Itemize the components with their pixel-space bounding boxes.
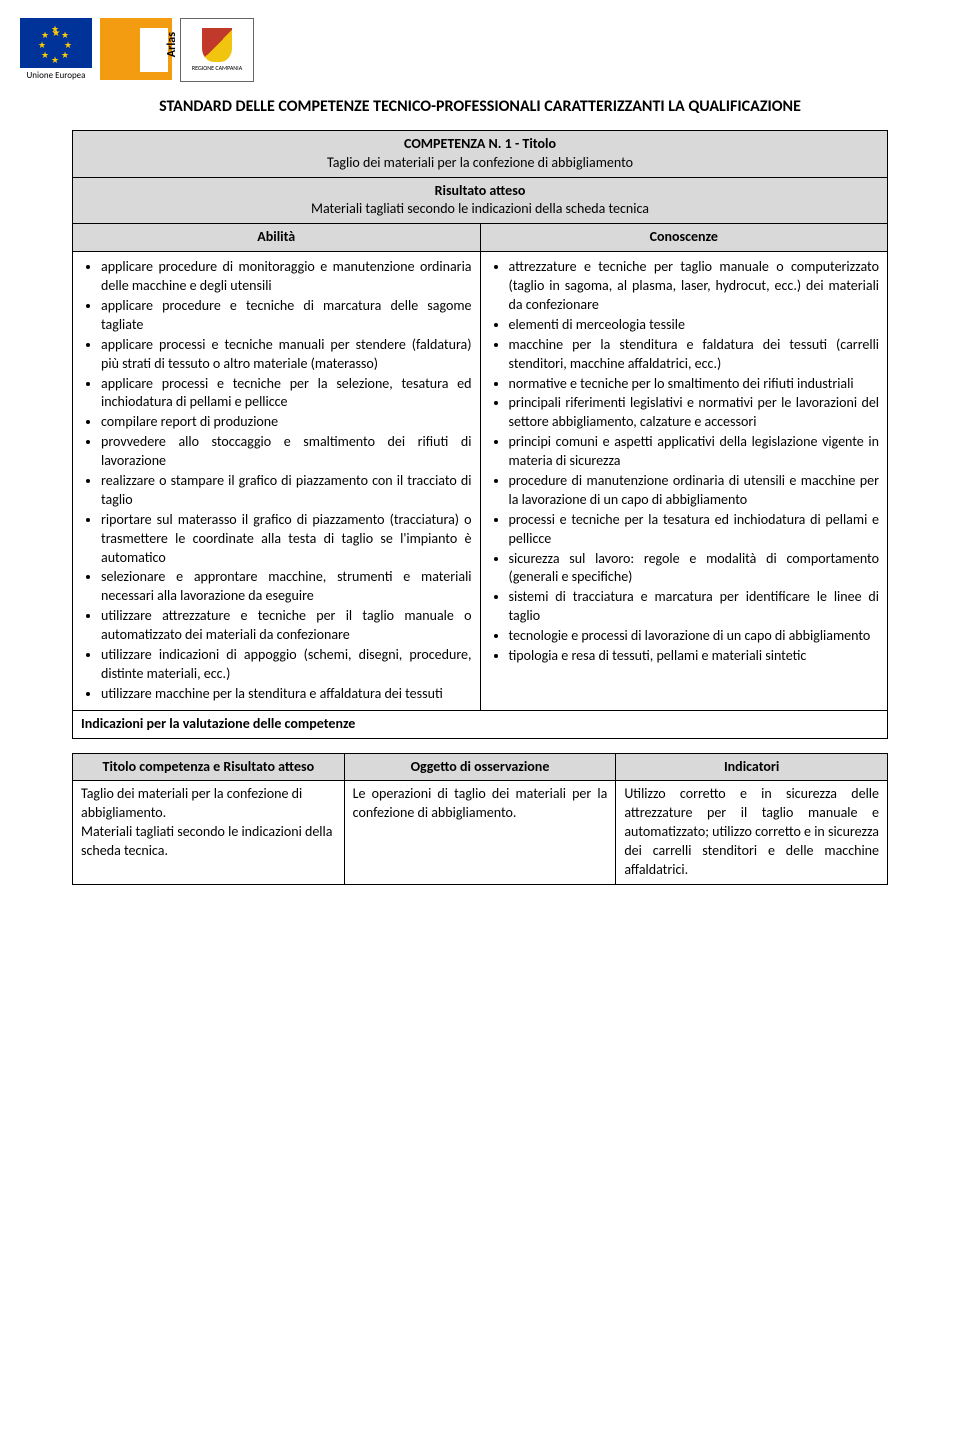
conoscenze-item: attrezzature e tecniche per taglio manua… (509, 258, 880, 315)
abilita-item: riportare sul materasso il grafico di pi… (101, 511, 472, 568)
shield-icon (202, 28, 232, 62)
abilita-cell: applicare procedure di monitoraggio e ma… (73, 252, 481, 710)
abilita-item: realizzare o stampare il grafico di piaz… (101, 472, 472, 510)
risultato-text: Materiali tagliati secondo le indicazion… (81, 200, 879, 219)
risultato-row: Risultato atteso Materiali tagliati seco… (73, 177, 888, 224)
indicazioni-label: Indicazioni per la valutazione delle com… (73, 710, 888, 738)
conoscenze-item: sistemi di tracciatura e marcatura per i… (509, 588, 880, 626)
conoscenze-item: procedure di manutenzione ordinaria di u… (509, 472, 880, 510)
risultato-label: Risultato atteso (81, 182, 879, 201)
conoscenze-item: normative e tecniche per lo smaltimento … (509, 375, 880, 394)
abilita-item: applicare procedure e tecniche di marcat… (101, 297, 472, 335)
conoscenze-list: attrezzature e tecniche per taglio manua… (489, 258, 880, 666)
conoscenze-item: sicurezza sul lavoro: regole e modalità … (509, 550, 880, 588)
competenza-header: COMPETENZA N. 1 - Titolo Taglio dei mate… (73, 130, 888, 177)
eval-cell-1: Taglio dei materiali per la confezione d… (73, 781, 345, 884)
eval-cell-3: Utilizzo corretto e in sicurezza delle a… (616, 781, 888, 884)
conoscenze-item: tecnologie e processi di lavorazione di … (509, 627, 880, 646)
eval-header-1: Titolo competenza e Risultato atteso (73, 753, 345, 781)
abilita-item: provvedere allo stoccaggio e smaltimento… (101, 433, 472, 471)
abilita-item: utilizzare attrezzature e tecniche per i… (101, 607, 472, 645)
conoscenze-item: processi e tecniche per la tesatura ed i… (509, 511, 880, 549)
abilita-list: applicare procedure di monitoraggio e ma… (81, 258, 472, 703)
eu-flag-icon: ★ ★ ★ ★ ★ ★ ★ ★ (20, 18, 92, 68)
logo-arlas: Arlas (100, 18, 172, 80)
abilita-item: applicare procedure di monitoraggio e ma… (101, 258, 472, 296)
abilita-item: applicare processi e tecniche manuali pe… (101, 336, 472, 374)
abilita-item: applicare processi e tecniche per la sel… (101, 375, 472, 413)
conoscenze-item: principi comuni e aspetti applicativi de… (509, 433, 880, 471)
content: COMPETENZA N. 1 - Titolo Taglio dei mate… (0, 130, 960, 905)
eu-label: Unione Europea (27, 70, 86, 82)
competenza-titolo: Taglio dei materiali per la confezione d… (81, 154, 879, 173)
eval-header-2: Oggetto di osservazione (344, 753, 616, 781)
conoscenze-item: macchine per la stenditura e faldatura d… (509, 336, 880, 374)
conoscenze-item: principali riferimenti legislativi e nor… (509, 394, 880, 432)
logo-eu: ★ ★ ★ ★ ★ ★ ★ ★ Unione Europea (20, 18, 92, 82)
conoscenze-item: elementi di merceologia tessile (509, 316, 880, 335)
evaluation-table: Titolo competenza e Risultato atteso Ogg… (72, 753, 888, 885)
competenza-number: COMPETENZA N. 1 - Titolo (81, 135, 879, 154)
abilita-item: selezionare e approntare macchine, strum… (101, 568, 472, 606)
main-title: STANDARD DELLE COMPETENZE TECNICO-PROFES… (0, 90, 960, 130)
eval-cell-2: Le operazioni di taglio dei materiali pe… (344, 781, 616, 884)
regione-label: REGIONE CAMPANIA (192, 64, 242, 72)
abilita-item: compilare report di produzione (101, 413, 472, 432)
eval-header-3: Indicatori (616, 753, 888, 781)
logo-bar: ★ ★ ★ ★ ★ ★ ★ ★ Unione Europea Arlas REG… (0, 0, 960, 90)
conoscenze-cell: attrezzature e tecniche per taglio manua… (480, 252, 888, 710)
conoscenze-item: tipologia e resa di tessuti, pellami e m… (509, 647, 880, 666)
abilita-item: utilizzare macchine per la stenditura e … (101, 685, 472, 704)
abilita-item: utilizzare indicazioni di appoggio (sche… (101, 646, 472, 684)
abilita-header: Abilità (73, 224, 481, 252)
conoscenze-header: Conoscenze (480, 224, 888, 252)
logo-regione: REGIONE CAMPANIA (180, 18, 254, 82)
competenza-table: COMPETENZA N. 1 - Titolo Taglio dei mate… (72, 130, 888, 739)
arlas-text: Arlas (164, 32, 180, 57)
